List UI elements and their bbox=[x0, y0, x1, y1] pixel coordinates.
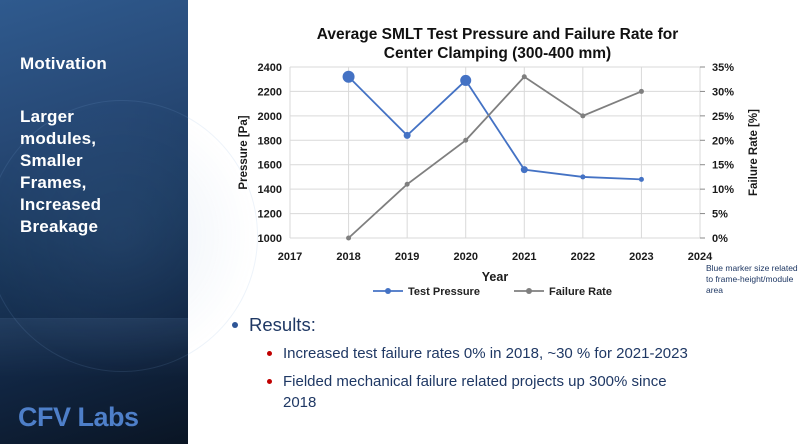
failure-rate-marker bbox=[404, 181, 410, 187]
bullet-icon bbox=[267, 379, 272, 385]
chart-title-line1: Average SMLT Test Pressure and Failure R… bbox=[316, 26, 679, 43]
x-axis-tick: 2022 bbox=[571, 251, 595, 263]
left-axis-tick: 1600 bbox=[258, 160, 282, 172]
chart-title-line2: Center Clamping (300-400 mm) bbox=[383, 45, 612, 63]
chart-title: Average SMLT Test Pressure and Failure R… bbox=[230, 25, 765, 64]
results-bullet-1: Increased test failure rates 0% in 2018,… bbox=[283, 345, 688, 362]
right-axis-tick: 10% bbox=[712, 184, 734, 196]
test-pressure-marker bbox=[460, 74, 472, 86]
x-axis-title: Year bbox=[482, 270, 509, 284]
failure-rate-line bbox=[347, 75, 642, 239]
left-axis-tick: 2400 bbox=[258, 62, 282, 74]
left-axis-tick: 1400 bbox=[258, 184, 282, 196]
results-heading: Results: bbox=[249, 314, 316, 335]
x-axis-tick: 2024 bbox=[688, 251, 713, 263]
left-axis-tick: 1200 bbox=[258, 209, 282, 221]
right-axis-tick: 30% bbox=[712, 86, 734, 98]
left-axis-tick: 2000 bbox=[258, 111, 282, 123]
sidebar-band-decoration bbox=[0, 318, 188, 377]
legend-label: Failure Rate bbox=[549, 286, 612, 298]
results-bullet-2: Fielded mechanical failure related proje… bbox=[283, 373, 667, 411]
x-axis-tick: 2021 bbox=[512, 251, 536, 263]
sidebar-arc-decoration bbox=[0, 100, 258, 372]
legend-label: Test Pressure bbox=[408, 286, 480, 298]
right-axis-tick: 20% bbox=[712, 135, 734, 147]
left-axis-title: Pressure [Pa] bbox=[238, 115, 250, 189]
bullet-icon bbox=[232, 322, 238, 328]
test-pressure-line bbox=[347, 76, 642, 181]
x-axis-tick: 2017 bbox=[278, 251, 302, 263]
right-axis-tick: 15% bbox=[712, 160, 734, 172]
x-axis-tick: 2023 bbox=[629, 251, 653, 263]
cfv-labs-logo: CFV Labs bbox=[18, 402, 139, 432]
results-section: Results: Increased test failure rates 0%… bbox=[232, 314, 792, 413]
left-axis-tick: 1000 bbox=[258, 233, 282, 245]
slide-section-subtitle: Larger modules, Smaller Frames, Increase… bbox=[20, 107, 102, 237]
left-axis-tick: 1800 bbox=[258, 135, 282, 147]
right-axis-title: Failure Rate [%] bbox=[748, 109, 760, 196]
results-bullet-row: Increased test failure rates 0% in 2018,… bbox=[267, 344, 792, 364]
chart-region: Average SMLT Test Pressure and Failure R… bbox=[230, 20, 800, 312]
marker-size-annotation: Blue marker size related to frame-height… bbox=[706, 263, 798, 296]
chart-plot: 1000 1200 1400 1600 1800 2000 2200 2400 0% 5% 10% 1… bbox=[238, 62, 760, 298]
x-axis-tick: 2020 bbox=[453, 251, 477, 263]
right-axis-tick: 5% bbox=[712, 209, 728, 221]
right-axis-tick: 35% bbox=[712, 62, 734, 74]
legend-marker-sample bbox=[526, 288, 532, 294]
x-axis-tick: 2019 bbox=[395, 251, 419, 263]
test-pressure-marker bbox=[520, 166, 528, 174]
failure-rate-marker bbox=[580, 113, 586, 119]
results-bullet-row: Fielded mechanical failure related proje… bbox=[267, 372, 792, 413]
sidebar: Motivation Larger modules, Smaller Frame… bbox=[0, 0, 258, 444]
left-axis-tick: 2200 bbox=[258, 86, 282, 98]
legend-marker-sample bbox=[385, 288, 391, 294]
failure-rate-marker bbox=[463, 137, 469, 143]
failure-rate-marker bbox=[346, 235, 352, 241]
test-pressure-marker bbox=[342, 70, 355, 83]
failure-rate-marker bbox=[638, 88, 644, 94]
right-axis-tick: 0% bbox=[712, 233, 728, 245]
test-pressure-marker bbox=[403, 131, 411, 139]
x-axis-tick: 2018 bbox=[336, 251, 360, 263]
test-pressure-marker bbox=[580, 174, 586, 180]
slide-section-title: Motivation bbox=[20, 54, 107, 73]
test-pressure-marker bbox=[638, 176, 644, 182]
results-heading-row: Results: bbox=[232, 314, 792, 336]
bullet-icon bbox=[267, 351, 272, 356]
right-axis-tick: 25% bbox=[712, 111, 734, 123]
failure-rate-marker bbox=[521, 74, 527, 80]
